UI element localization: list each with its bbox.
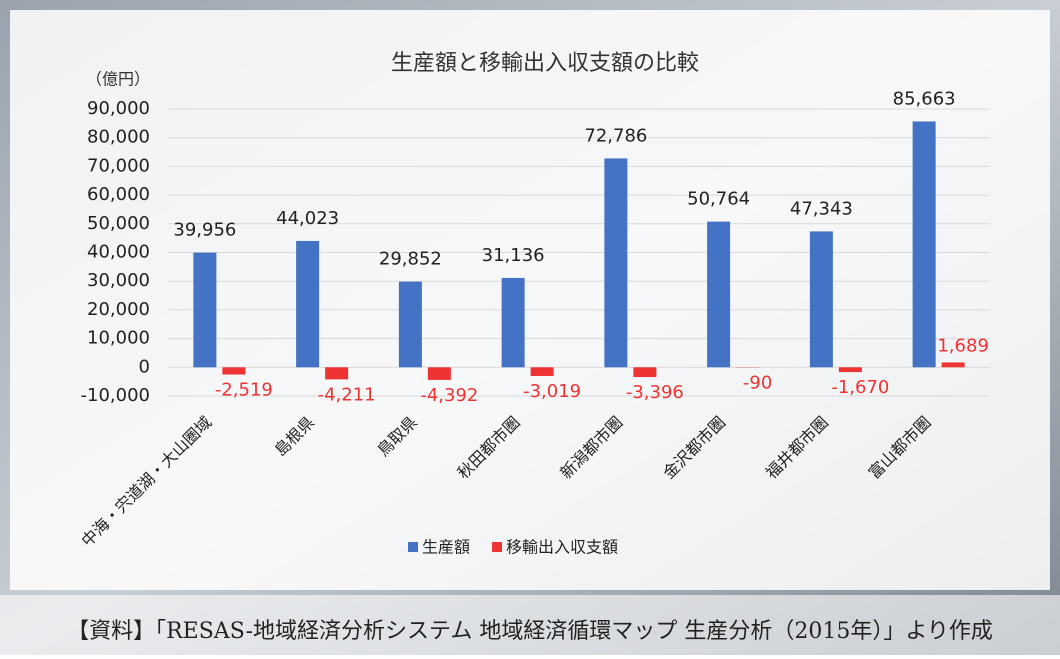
bar [810,231,833,367]
bar [633,367,656,377]
chart-title: 生産額と移輸出入収支額の比較 [391,51,699,76]
data-label: -4,211 [318,384,376,405]
y-tick-label: 60,000 [87,184,150,205]
data-label: 29,852 [379,249,442,270]
bar [913,121,936,367]
bar [428,367,451,380]
data-label: 72,786 [584,125,647,146]
y-tick-label: 50,000 [87,213,150,234]
y-tick-label: 20,000 [87,299,150,320]
bar [707,222,730,368]
bar [325,367,348,379]
data-label: -2,519 [215,380,273,401]
y-tick-label: 40,000 [87,242,150,263]
y-tick-label: -10,000 [81,385,150,406]
source-note: 【資料】「RESAS-地域経済分析システム 地域経済循環マップ 生産分析（201… [67,619,993,644]
y-tick-label: 90,000 [87,98,150,119]
bar [531,367,554,376]
bar [604,158,627,367]
legend-label: 生産額 [422,538,470,557]
y-tick-label: 30,000 [87,270,150,291]
y-tick-label: 80,000 [87,127,150,148]
legend-swatch [492,542,502,552]
y-tick-label: 0 [139,356,150,377]
legend-swatch [408,542,418,552]
bar [942,362,965,367]
data-label: -1,670 [831,377,889,398]
data-label: -3,396 [626,382,684,403]
data-label: 85,663 [893,88,956,109]
data-label: 39,956 [173,220,236,241]
data-label: -90 [743,373,772,394]
bar [839,367,862,372]
data-label: 31,136 [482,245,545,266]
bar [502,278,525,367]
data-label: -3,019 [523,381,581,402]
bar [296,241,319,367]
bar [399,282,422,368]
data-label: 1,689 [937,335,989,356]
data-label: -4,392 [420,385,478,406]
legend-label: 移輸出入収支額 [506,538,618,557]
y-tick-label: 10,000 [87,328,150,349]
data-label: 50,764 [687,189,750,210]
data-label: 47,343 [790,198,853,219]
bar [222,367,245,374]
data-label: 44,023 [276,208,339,229]
y-unit: （億円） [86,70,150,89]
bar [193,253,216,368]
y-tick-label: 70,000 [87,155,150,176]
